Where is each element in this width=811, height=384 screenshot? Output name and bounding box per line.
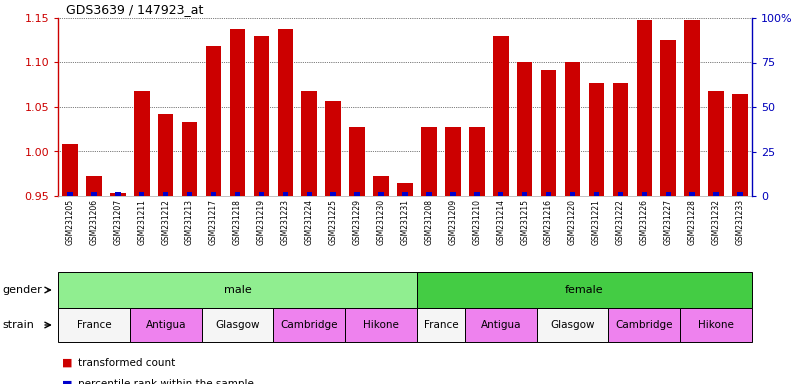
Text: percentile rank within the sample: percentile rank within the sample [79, 379, 254, 384]
Bar [187, 192, 192, 196]
Bar [737, 192, 743, 196]
Bar [325, 101, 341, 196]
Text: Hikone: Hikone [363, 320, 399, 330]
Bar [254, 36, 269, 196]
Bar [67, 192, 73, 196]
Bar [469, 127, 484, 196]
Text: ■: ■ [62, 358, 72, 368]
Text: strain: strain [2, 320, 34, 330]
Bar [517, 63, 533, 196]
Text: GDS3639 / 147923_at: GDS3639 / 147923_at [67, 3, 204, 16]
Bar [594, 192, 599, 196]
Bar [450, 192, 456, 196]
Bar [445, 127, 461, 196]
Text: transformed count: transformed count [79, 358, 175, 368]
Bar [302, 91, 317, 196]
Bar [307, 192, 312, 196]
Bar [684, 20, 700, 196]
Bar [86, 176, 101, 196]
Bar [331, 192, 336, 196]
Bar [474, 192, 479, 196]
Text: male: male [224, 285, 251, 295]
Bar [689, 192, 695, 196]
Bar [234, 192, 240, 196]
Bar [666, 192, 671, 196]
Text: Antigua: Antigua [480, 320, 521, 330]
Bar [402, 192, 408, 196]
Text: Cambridge: Cambridge [281, 320, 338, 330]
Bar [163, 192, 169, 196]
Bar [427, 192, 431, 196]
Text: Cambridge: Cambridge [616, 320, 673, 330]
Bar [62, 144, 78, 196]
Bar [564, 63, 581, 196]
Bar [134, 91, 149, 196]
Bar [110, 193, 126, 196]
Text: France: France [423, 320, 458, 330]
Bar [493, 36, 508, 196]
Text: Glasgow: Glasgow [215, 320, 260, 330]
Bar [206, 46, 221, 196]
Text: ■: ■ [62, 379, 72, 384]
Bar [498, 192, 504, 196]
Text: gender: gender [2, 285, 42, 295]
Bar [277, 29, 293, 196]
Bar [642, 192, 647, 196]
Bar [421, 127, 436, 196]
Bar [230, 29, 245, 196]
Bar [397, 183, 413, 196]
Bar [373, 176, 388, 196]
Bar [350, 127, 365, 196]
Text: France: France [76, 320, 111, 330]
Bar [546, 192, 551, 196]
Bar [158, 114, 174, 196]
Bar [354, 192, 360, 196]
Bar [139, 192, 144, 196]
Bar [91, 192, 97, 196]
Bar [259, 192, 264, 196]
Bar [379, 192, 384, 196]
Bar [570, 192, 575, 196]
Bar [660, 40, 676, 196]
Bar [211, 192, 217, 196]
Bar [182, 122, 197, 196]
Bar [637, 20, 652, 196]
Bar [115, 192, 121, 196]
Bar [522, 192, 527, 196]
Bar [589, 83, 604, 196]
Bar [714, 192, 719, 196]
Bar [618, 192, 623, 196]
Bar [282, 192, 288, 196]
Text: female: female [565, 285, 604, 295]
Bar [708, 91, 724, 196]
Bar [732, 94, 748, 196]
Bar [612, 83, 629, 196]
Text: Hikone: Hikone [698, 320, 734, 330]
Text: Antigua: Antigua [145, 320, 186, 330]
Text: Glasgow: Glasgow [551, 320, 594, 330]
Bar [541, 70, 556, 196]
